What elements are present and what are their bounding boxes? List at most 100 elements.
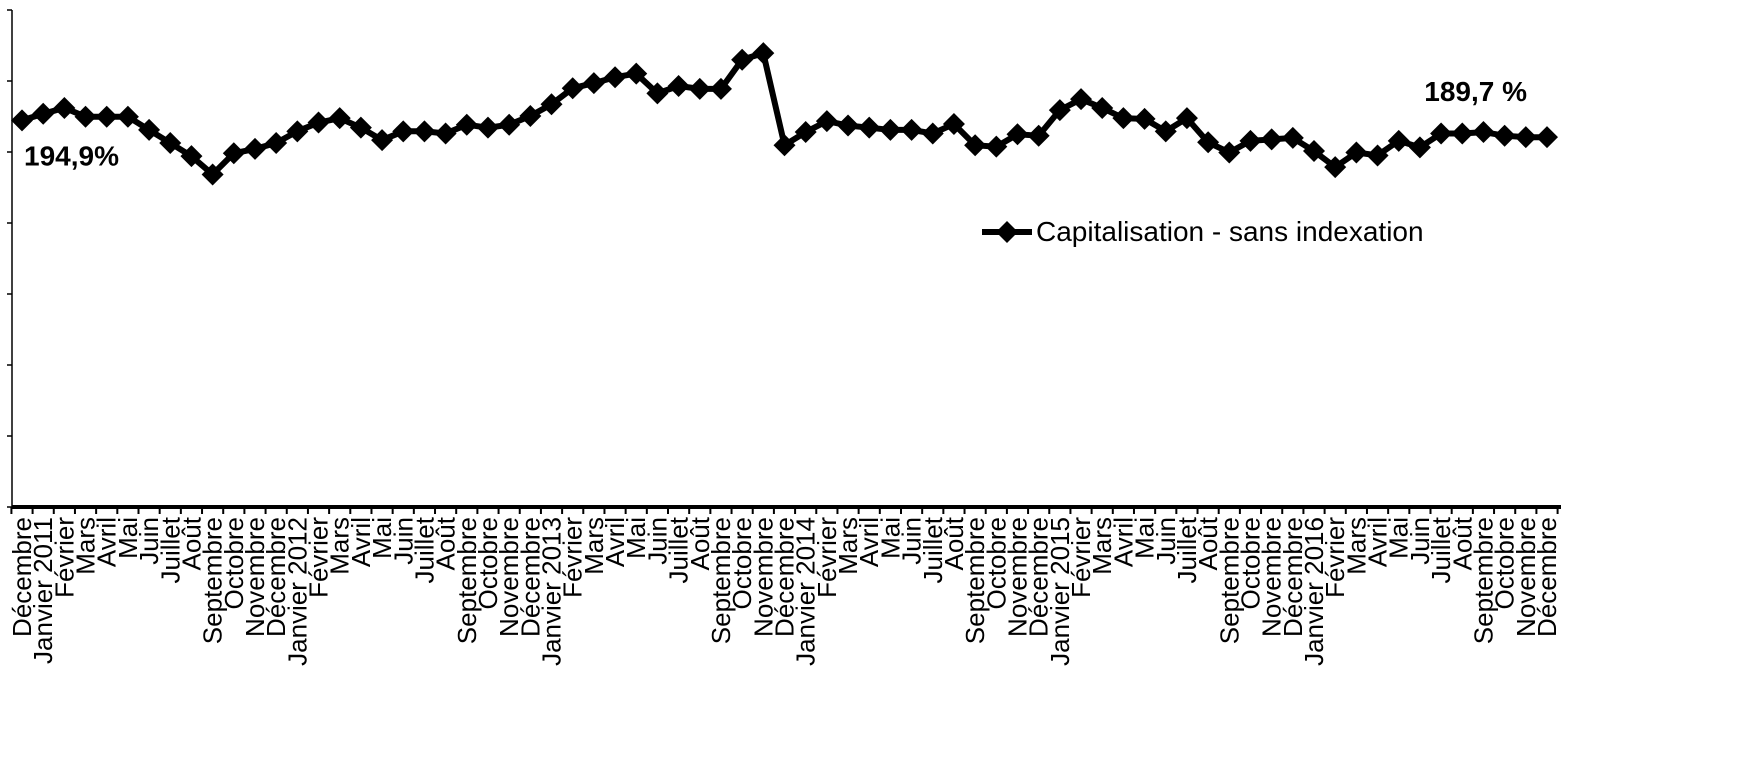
data-point-marker	[1536, 126, 1558, 149]
x-tick-label: Décembre	[261, 517, 291, 637]
data-point-marker	[1345, 141, 1368, 164]
data-point-marker	[815, 110, 838, 133]
data-point-marker	[1472, 121, 1495, 144]
data-point-marker	[1260, 128, 1283, 151]
x-tick-label: Mars	[325, 517, 355, 575]
data-point-marker	[1451, 122, 1474, 145]
data-point-marker	[413, 120, 436, 143]
data-point-marker	[1303, 140, 1326, 163]
data-point-marker	[1387, 129, 1410, 152]
x-tick-label: Janvier 2014	[791, 517, 821, 666]
data-point-marker	[286, 120, 309, 143]
data-point-marker	[646, 82, 669, 105]
x-tick-label: Septembre	[1468, 517, 1498, 644]
x-tick-label: Août	[176, 516, 206, 570]
legend-diamond-icon	[996, 221, 1018, 243]
x-tick-label: Juillet	[409, 516, 439, 583]
x-tick-label: Décembre	[515, 517, 545, 637]
x-tick-label: Janvier 2013	[537, 517, 567, 666]
data-point-marker	[1514, 126, 1537, 149]
x-tick-label: Mars	[833, 517, 863, 575]
x-tick-label: Juin	[134, 517, 164, 565]
data-point-marker	[1408, 136, 1431, 159]
data-point-marker	[561, 77, 584, 100]
x-tick-label: Novembre	[240, 517, 270, 637]
data-point-marker	[519, 104, 542, 127]
data-point-marker	[222, 142, 245, 165]
data-point-marker	[349, 116, 372, 139]
x-tick-label: Février	[1320, 517, 1350, 598]
x-tick-label: Août	[939, 516, 969, 570]
data-point-marker	[582, 72, 605, 95]
x-tick-label: Mars	[579, 517, 609, 575]
data-point-marker	[604, 66, 627, 89]
x-tick-label: Juin	[1405, 517, 1435, 565]
x-tick-label: Septembre	[452, 517, 482, 644]
x-tick-label: Mars	[1341, 517, 1371, 575]
data-point-marker	[773, 134, 796, 157]
x-tick-label: Mai	[1130, 517, 1160, 559]
x-tick-label: Janvier 2012	[282, 517, 312, 666]
data-point-marker	[1070, 88, 1093, 111]
x-tick-label: Avril	[1363, 517, 1393, 567]
x-tick-label: Décembre	[1278, 517, 1308, 637]
data-point-marker	[476, 116, 499, 139]
data-point-marker	[731, 48, 754, 71]
x-tick-label: Novembre	[748, 517, 778, 637]
x-tick-label: Décembre	[7, 517, 37, 637]
x-tick-label: Avril	[346, 517, 376, 567]
x-tick-label: Juillet	[1426, 516, 1456, 583]
x-tick-label: Juillet	[918, 516, 948, 583]
x-tick-label: Novembre	[494, 517, 524, 637]
x-tick-label: Avril	[1108, 517, 1138, 567]
x-tick-label: Avril	[854, 517, 884, 567]
data-point-marker	[942, 113, 965, 136]
x-tick-label: Novembre	[1257, 517, 1287, 637]
x-tick-label: Décembre	[1024, 517, 1054, 637]
data-point-marker	[498, 113, 521, 136]
x-tick-label: Juin	[642, 517, 672, 565]
x-tick-label: Janvier 2015	[1045, 517, 1075, 666]
x-tick-label: Septembre	[706, 517, 736, 644]
data-point-marker	[265, 132, 288, 155]
data-point-marker	[180, 145, 203, 168]
data-point-marker	[1091, 96, 1114, 119]
data-point-marker	[1366, 144, 1389, 167]
data-point-marker	[1006, 123, 1029, 146]
data-point-marker	[688, 77, 711, 100]
data-point-marker	[1324, 156, 1347, 179]
x-tick-label: Septembre	[960, 517, 990, 644]
data-point-marker	[1048, 99, 1071, 122]
x-tick-label: Janvier 2016	[1299, 517, 1329, 666]
legend-label: Capitalisation - sans indexation	[1036, 216, 1424, 247]
data-point-marker	[964, 134, 987, 157]
x-tick-label: Février	[558, 517, 588, 598]
data-point-marker	[32, 102, 55, 125]
data-point-marker	[921, 122, 944, 145]
x-tick-label: Mai	[875, 517, 905, 559]
x-tick-label: Octobre	[981, 517, 1011, 610]
data-point-marker	[392, 120, 415, 143]
series-markers	[11, 42, 1558, 186]
data-point-marker	[53, 96, 76, 119]
x-tick-label: Janvier 2011	[28, 517, 58, 664]
x-tick-label: Mai	[367, 517, 397, 559]
x-tick-label: Octobre	[1490, 517, 1520, 610]
x-tick-label: Juin	[388, 517, 418, 565]
x-tick-label: Février	[49, 517, 79, 598]
data-point-marker	[201, 163, 224, 186]
data-point-marker	[116, 105, 139, 128]
x-tick-label: Décembre	[770, 517, 800, 637]
data-point-marker	[1281, 126, 1304, 149]
data-point-marker	[11, 109, 33, 132]
x-tick-label: Février	[812, 517, 842, 598]
data-point-marker	[667, 75, 690, 98]
data-point-marker	[243, 137, 266, 160]
x-tick-label: Juin	[1151, 517, 1181, 565]
data-point-marker	[455, 113, 478, 136]
data-label: 194,9%	[24, 140, 119, 171]
data-point-marker	[837, 114, 860, 137]
annotations: 194,9% 189,7 %	[24, 76, 1527, 171]
